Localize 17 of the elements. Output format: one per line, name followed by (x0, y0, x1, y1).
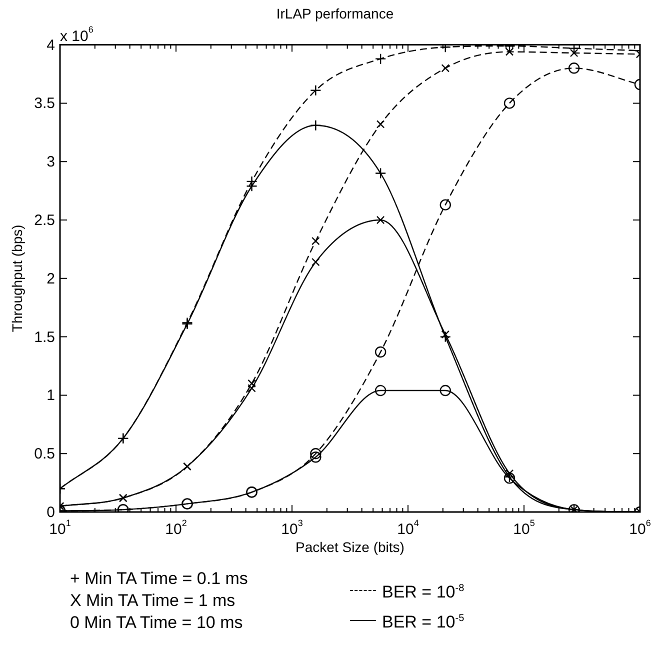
y-tick-label: 2.5 (34, 212, 56, 229)
y-tick-label: 1 (46, 387, 55, 404)
text: BER = 10$^{-8}$ (382, 582, 464, 604)
text: + Min TA Time = 0.1 ms (70, 568, 248, 590)
y-tick-label: 2 (46, 270, 55, 288)
y-tick-label: 3.5 (34, 95, 56, 112)
text: X Min TA Time = 1 ms (70, 590, 236, 612)
x-axis-title: Packet Size (bits) (296, 539, 404, 555)
y-tick-label: 4 (46, 36, 55, 54)
y-tick-label: 1.5 (34, 328, 56, 346)
chart-title: IrLAP performance (276, 5, 394, 22)
y-tick-label: 3 (46, 154, 55, 171)
y-axis-title: Throughput (bps) (9, 224, 25, 332)
y-tick-label: 0 (46, 504, 55, 521)
y-tick-label: 0.5 (34, 446, 56, 463)
text: BER = 10$^{-5}$ (382, 611, 464, 634)
text: 0 Min TA Time = 10 ms (70, 612, 244, 634)
